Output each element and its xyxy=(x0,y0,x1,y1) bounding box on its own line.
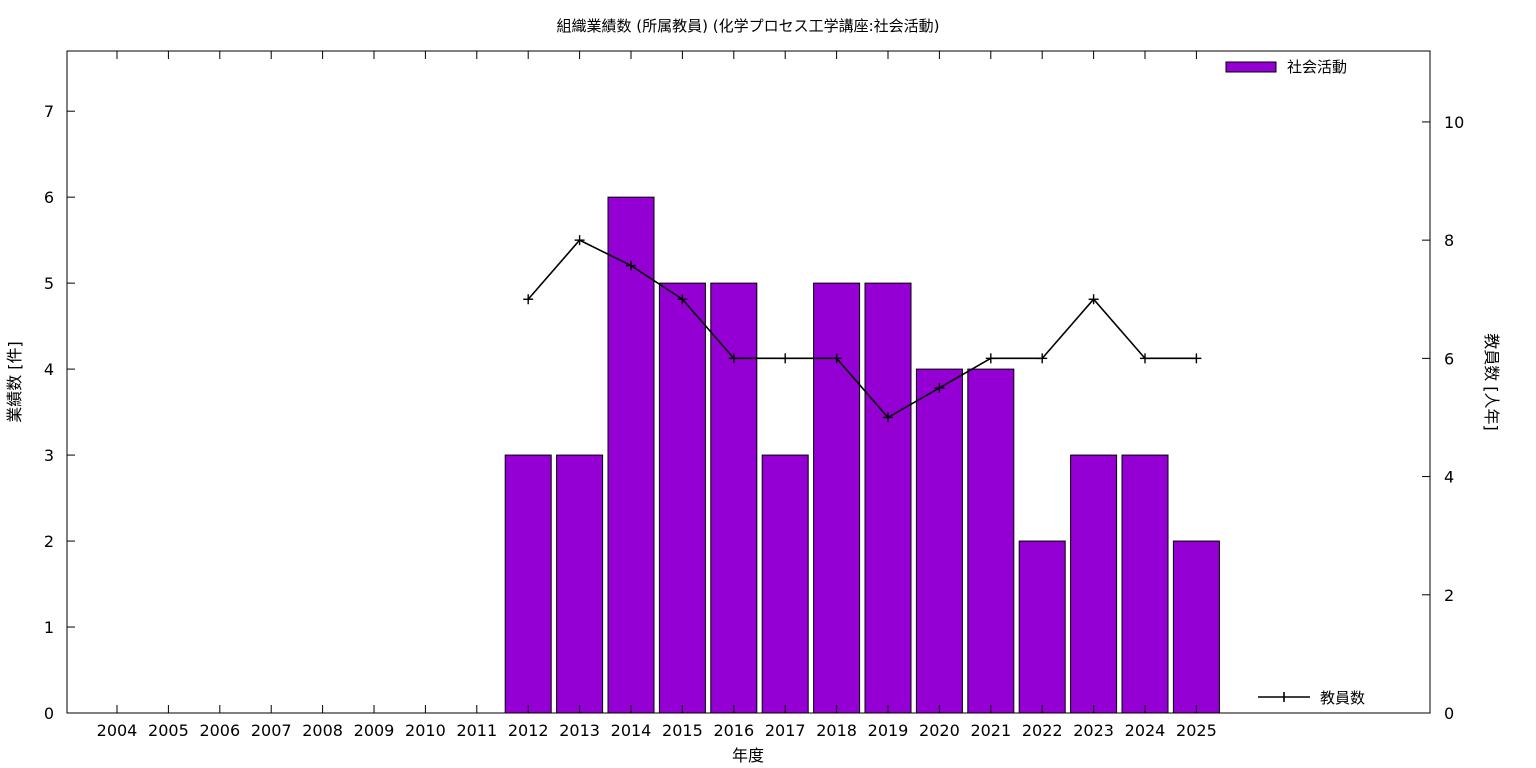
x-tick-label: 2005 xyxy=(148,721,189,740)
y2-tick-label: 0 xyxy=(1444,704,1454,723)
bar-2022 xyxy=(1018,540,1066,714)
x-tick-label: 2012 xyxy=(508,721,549,740)
x-tick-label: 2019 xyxy=(868,721,909,740)
line-point-2012 xyxy=(523,294,534,305)
bar-2014 xyxy=(607,196,655,714)
chart-title: 組織業績数 (所属教員) (化学プロセス工学講座:社会活動) xyxy=(556,17,939,35)
ticks xyxy=(67,51,1430,714)
bar-2016 xyxy=(710,282,758,714)
x-tick-label: 2018 xyxy=(816,721,857,740)
x-tick-label: 2006 xyxy=(199,721,240,740)
bar-2020 xyxy=(915,368,963,714)
line-point-2016 xyxy=(728,353,739,364)
legend-bar: 社会活動 xyxy=(1225,58,1347,76)
line-point-2025 xyxy=(1191,353,1202,364)
x-tick-label: 2007 xyxy=(251,721,292,740)
y-tick-label: 4 xyxy=(44,360,54,379)
bar-2012 xyxy=(504,454,552,714)
x-tick-label: 2024 xyxy=(1125,721,1166,740)
line-point-2017 xyxy=(780,353,791,364)
x-tick-label: 2011 xyxy=(456,721,497,740)
y-axis-label: 業績数 [件] xyxy=(5,341,24,423)
bar-2023 xyxy=(1070,454,1118,714)
x-tick-label: 2022 xyxy=(1022,721,1063,740)
bar-2024 xyxy=(1121,454,1169,714)
line-point-2020 xyxy=(934,382,945,393)
line-point-2018 xyxy=(831,353,842,364)
line-path xyxy=(527,239,1197,419)
x-tick-label: 2016 xyxy=(713,721,754,740)
line-point-2015 xyxy=(677,294,688,305)
legend-bar-label: 社会活動 xyxy=(1287,58,1347,76)
legend-line: 教員数 xyxy=(1258,689,1365,707)
bar-2025 xyxy=(1172,540,1220,714)
x-axis-label: 年度 xyxy=(732,746,764,765)
x-tick-label: 2008 xyxy=(302,721,343,740)
line-series xyxy=(523,235,1202,423)
bar-2015 xyxy=(658,282,706,714)
line-point-2014 xyxy=(626,260,636,271)
y-tick-label: 3 xyxy=(44,446,54,465)
x-tick-label: 2025 xyxy=(1176,721,1217,740)
line-point-2022 xyxy=(1037,353,1048,364)
bar-2013 xyxy=(556,454,604,714)
y-tick-labels: 0 1 2 3 4 5 6 7 xyxy=(44,102,54,723)
y-tick-label: 1 xyxy=(44,618,54,637)
x-tick-label: 2021 xyxy=(970,721,1011,740)
line-point-2021 xyxy=(985,353,996,364)
bar-series xyxy=(504,196,1220,714)
x-tick-label: 2017 xyxy=(765,721,806,740)
x-tick-label: 2014 xyxy=(611,721,652,740)
x-tick-labels: 2004 2005 2006 2007 2008 2009 2010 2011 2012 2013… xyxy=(97,721,1217,740)
plot-frame xyxy=(66,50,1431,714)
y2-tick-label: 2 xyxy=(1444,586,1454,605)
bar-2019 xyxy=(864,282,912,714)
y2-tick-label: 6 xyxy=(1444,349,1454,368)
legend-line-label: 教員数 xyxy=(1320,689,1365,707)
y-tick-label: 2 xyxy=(44,532,54,551)
y-tick-label: 5 xyxy=(44,274,54,293)
y-tick-label: 7 xyxy=(44,102,54,121)
y2-tick-label: 10 xyxy=(1444,113,1464,132)
x-tick-label: 2023 xyxy=(1073,721,1114,740)
y2-tick-labels: 0 2 4 6 8 10 xyxy=(1444,113,1464,723)
x-tick-label: 2015 xyxy=(662,721,703,740)
y2-tick-label: 4 xyxy=(1444,468,1454,487)
bar-2017 xyxy=(761,454,809,714)
x-tick-label: 2004 xyxy=(97,721,138,740)
y2-axis-label: 教員数 [人年] xyxy=(1482,333,1501,431)
line-point-2024 xyxy=(1140,353,1150,364)
line-point-2023 xyxy=(1088,294,1099,305)
legend-bar-swatch xyxy=(1225,61,1277,73)
bar-2018 xyxy=(813,282,861,714)
x-tick-label: 2009 xyxy=(354,721,395,740)
x-tick-label: 2010 xyxy=(405,721,446,740)
line-point-2013 xyxy=(574,235,585,246)
y2-tick-label: 8 xyxy=(1444,231,1454,250)
x-tick-label: 2020 xyxy=(919,721,960,740)
y-tick-label: 0 xyxy=(44,704,54,723)
bar-2021 xyxy=(967,368,1015,714)
x-tick-label: 2013 xyxy=(559,721,600,740)
y-tick-label: 6 xyxy=(44,188,54,207)
line-point-2019 xyxy=(883,412,893,423)
